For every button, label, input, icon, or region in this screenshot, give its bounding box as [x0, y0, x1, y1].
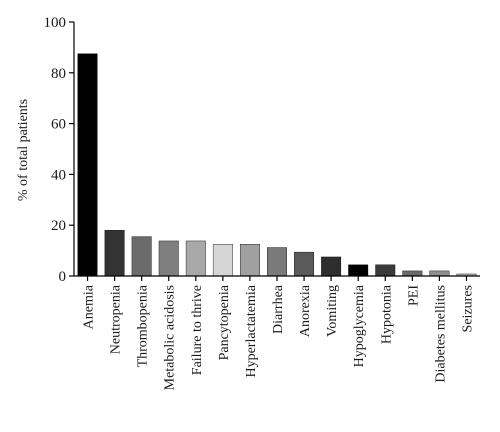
bar	[402, 270, 423, 277]
x-tick-label: Diarrhea	[271, 284, 286, 334]
x-tick-label: Hypotonia	[379, 284, 394, 344]
y-tick-label: 40	[51, 167, 66, 183]
x-tick-label: Seizures	[460, 285, 475, 332]
x-tick-label: Anorexia	[298, 284, 313, 337]
y-axis-label: % of total patients	[16, 99, 31, 201]
bars	[77, 53, 477, 277]
bar	[294, 251, 315, 277]
y-tick-label: 100	[44, 15, 67, 31]
x-tick-label: Vomiting	[325, 285, 340, 337]
bar	[239, 244, 260, 277]
x-axis: Anemia Neutropenia Thrombopenia Metabolic a…	[74, 275, 480, 390]
y-tick-label: 20	[51, 218, 66, 234]
bar	[185, 240, 206, 277]
bar	[267, 247, 287, 277]
x-tick-label: Hypoglycemia	[352, 284, 367, 367]
x-tick-label: Pancytopenia	[217, 284, 232, 360]
x-tick-label: Anemia	[82, 284, 97, 329]
bar	[131, 236, 152, 277]
x-tick-label: PEI	[406, 285, 421, 306]
bar	[348, 264, 369, 277]
x-tick-label: Failure to thrive	[190, 285, 205, 375]
x-tick-label: Hyperlactatemia	[244, 284, 259, 377]
x-tick-label: Thrombopenia	[136, 284, 151, 367]
x-tick-label: Diabetes mellitus	[433, 285, 448, 383]
bar	[375, 264, 396, 277]
y-tick-label: 60	[51, 117, 66, 133]
bar	[212, 244, 233, 277]
bar	[104, 230, 125, 277]
y-tick-label: 80	[51, 66, 66, 82]
y-axis: 0 20 40 60 80 100	[44, 15, 75, 285]
bar	[158, 240, 179, 277]
y-tick-label: 0	[59, 269, 67, 285]
x-tick-label: Neutropenia	[109, 284, 124, 354]
bar	[429, 270, 450, 277]
bar	[321, 256, 342, 277]
x-tick-label: Metabolic acidosis	[163, 285, 178, 390]
bar	[77, 53, 98, 277]
